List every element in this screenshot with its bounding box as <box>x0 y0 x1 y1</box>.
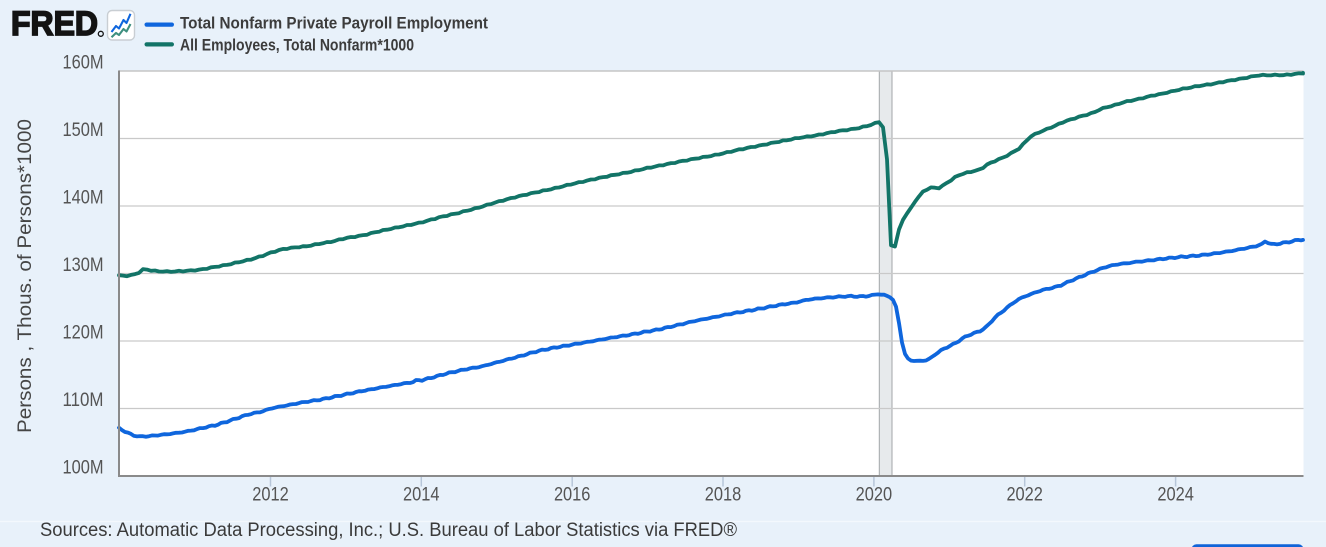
svg-text:120M: 120M <box>63 323 104 344</box>
svg-text:100M: 100M <box>63 458 104 479</box>
svg-text:FRED: FRED <box>11 5 98 43</box>
svg-text:160M: 160M <box>63 53 104 74</box>
svg-text:110M: 110M <box>63 390 104 411</box>
svg-text:2024: 2024 <box>1157 485 1194 506</box>
svg-text:2018: 2018 <box>705 485 742 506</box>
svg-text:2012: 2012 <box>252 485 289 506</box>
svg-text:2016: 2016 <box>554 485 591 506</box>
svg-text:2020: 2020 <box>856 485 893 506</box>
svg-text:140M: 140M <box>63 188 104 209</box>
svg-text:Total Nonfarm Private Payroll: Total Nonfarm Private Payroll Employment <box>180 14 488 33</box>
svg-text:2022: 2022 <box>1006 485 1043 506</box>
svg-text:130M: 130M <box>63 255 104 276</box>
svg-text:Sources: Automatic Data Proces: Sources: Automatic Data Processing, Inc.… <box>40 520 737 541</box>
svg-text:All Employees, Total Nonfarm*1: All Employees, Total Nonfarm*1000 <box>180 36 414 55</box>
svg-text:Persons , Thous. of Persons*10: Persons , Thous. of Persons*1000 <box>15 119 36 433</box>
svg-text:2014: 2014 <box>403 485 440 506</box>
svg-text:150M: 150M <box>63 120 104 141</box>
